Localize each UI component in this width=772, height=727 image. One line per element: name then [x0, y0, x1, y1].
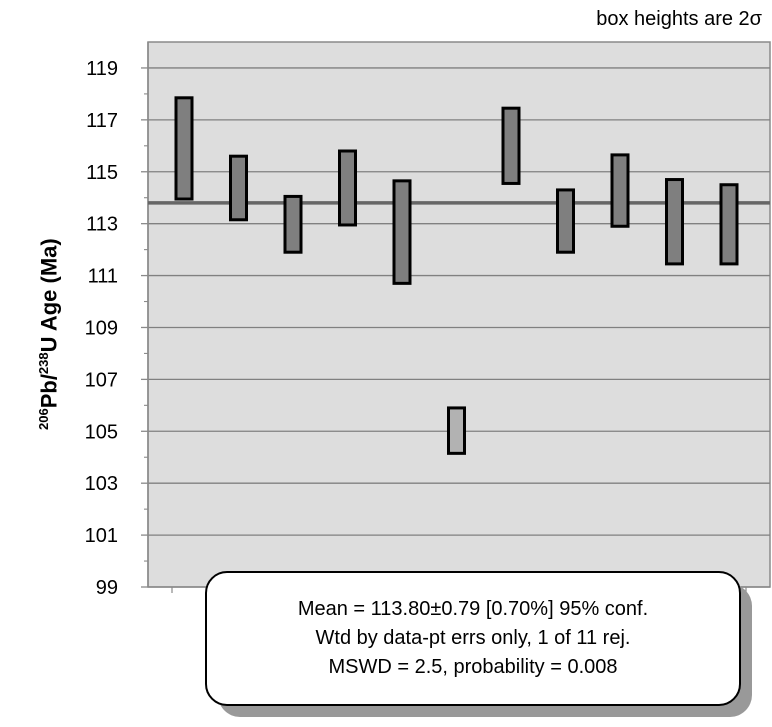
y-tick-label: 111	[88, 266, 118, 288]
age-box	[610, 153, 630, 228]
age-box	[501, 106, 521, 185]
ylabel-element-2: U Age (Ma)	[36, 238, 62, 353]
stats-mean-line: Mean = 113.80±0.79 [0.70%] 95% conf.	[297, 598, 649, 620]
age-box	[174, 96, 194, 201]
y-tick-label: 101	[85, 525, 118, 547]
age-box	[719, 183, 739, 266]
age-box	[392, 179, 412, 285]
rejected-age-box	[447, 406, 466, 455]
plot-area	[147, 41, 771, 588]
stats-weighting-line: Wtd by data-pt errs only, 1 of 11 rej.	[315, 627, 631, 649]
y-tick-label: 117	[86, 110, 118, 132]
y-tick-label: 105	[85, 421, 118, 443]
stats-box: Mean = 113.80±0.79 [0.70%] 95% conf. Wtd…	[205, 571, 741, 706]
ylabel-element-1: Pb/	[36, 374, 62, 409]
age-box	[556, 188, 575, 254]
y-tick-label: 99	[96, 577, 118, 599]
y-tick-label: 115	[86, 162, 118, 184]
ylabel-mass-1: 206	[36, 408, 51, 430]
age-box	[229, 154, 248, 222]
y-tick-label: 113	[86, 214, 118, 236]
y-tick-label: 119	[86, 58, 118, 80]
stats-mswd-line: MSWD = 2.5, probability = 0.008	[328, 656, 618, 678]
age-box	[338, 149, 357, 227]
age-box	[283, 194, 303, 254]
y-tick-labels: 99 101 103 105 107 109 111 113 115 117 119	[85, 58, 148, 599]
age-box	[665, 178, 684, 266]
y-tick-label: 109	[85, 317, 118, 339]
age-boxes	[174, 96, 739, 455]
ylabel-mass-2: 238	[36, 352, 51, 375]
y-tick-label: 107	[85, 369, 118, 391]
box-height-note: box heights are 2σ	[596, 8, 762, 30]
y-tick-label: 103	[85, 473, 118, 495]
